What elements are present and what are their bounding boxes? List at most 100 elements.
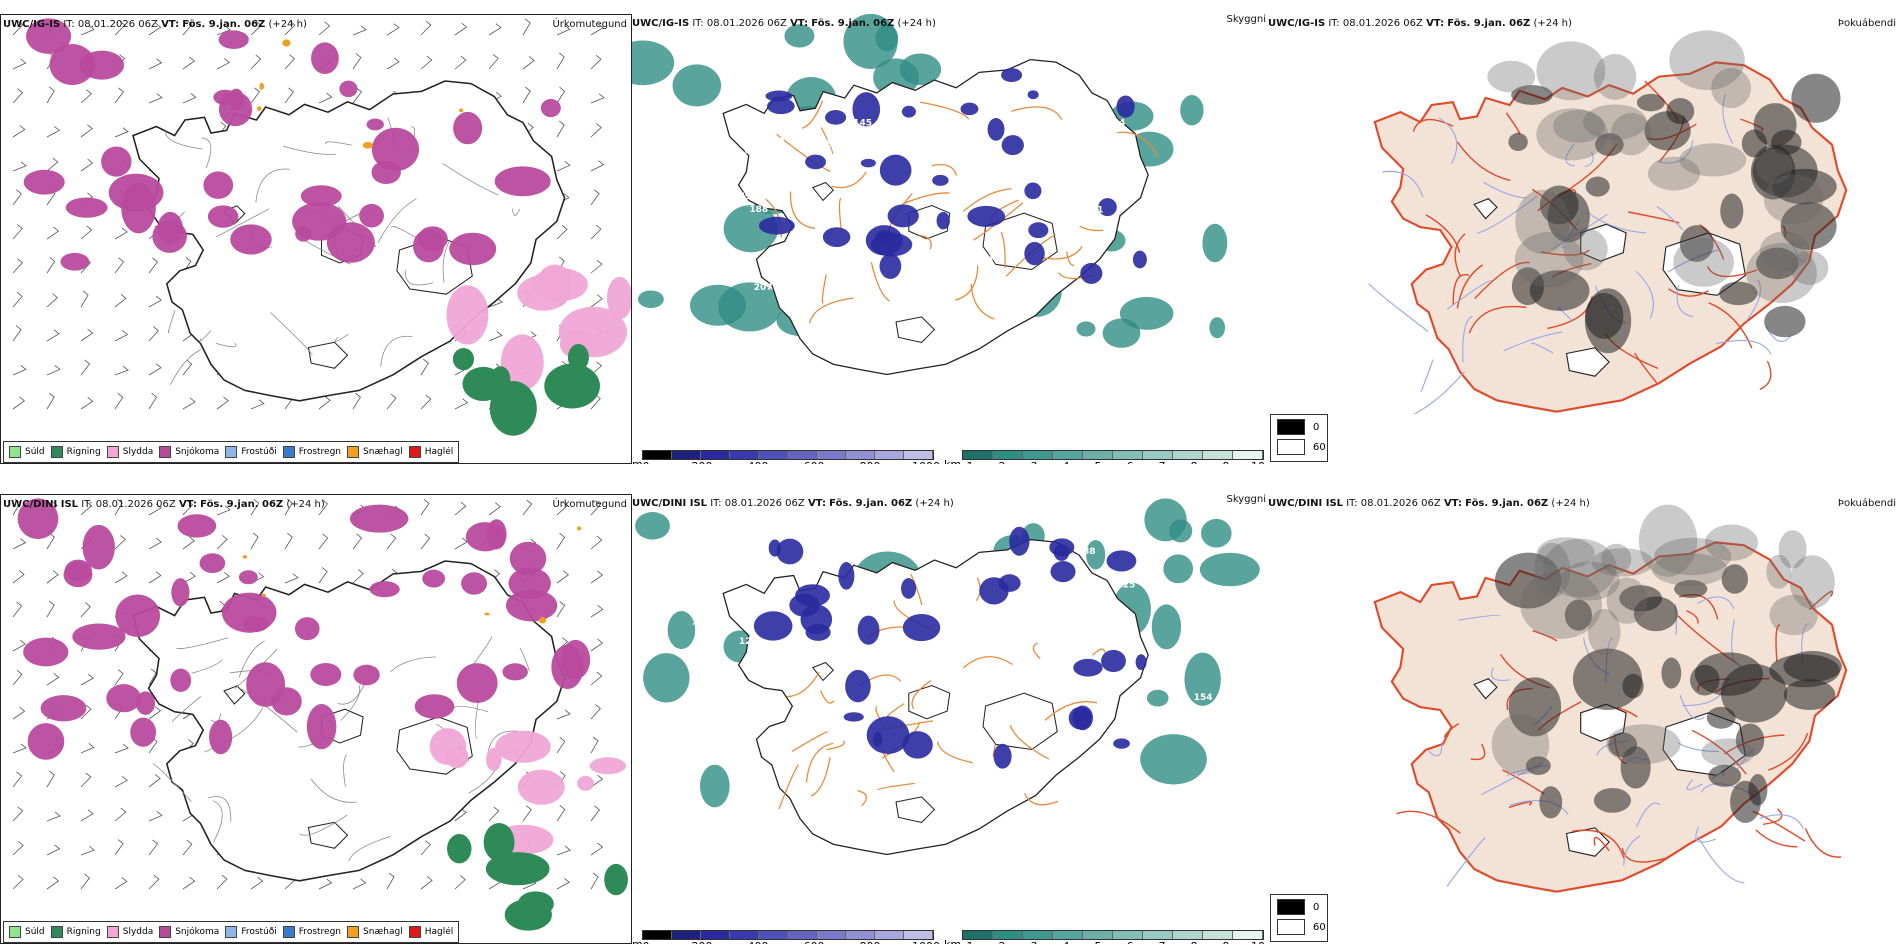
ceiling-tick: 1000: [912, 940, 940, 944]
road-line: [334, 333, 349, 342]
cloud-base-value: 154: [1194, 693, 1213, 703]
precip-map: [12, 18, 631, 436]
precip-cell: [495, 730, 551, 763]
precip-cell: [845, 669, 871, 703]
road-line: [1679, 694, 1705, 720]
wind-barb: [318, 533, 329, 550]
wind-barb: [590, 224, 602, 240]
wind-barb: [114, 393, 124, 410]
wind-barb: [318, 396, 331, 410]
precip-cell: [349, 504, 409, 533]
ceiling-tick: 200: [692, 460, 713, 464]
road-line: [199, 330, 212, 342]
precip-cell: [1491, 714, 1550, 775]
wind-barb: [182, 500, 194, 516]
road-line: [1024, 793, 1059, 806]
wind-barb: [46, 226, 60, 240]
precip-cell: [643, 653, 690, 703]
precip-cell: [577, 775, 594, 791]
glacier-outline: [1565, 347, 1610, 377]
road-line: [165, 131, 203, 150]
precip-cell: [1180, 95, 1204, 126]
wind-barb: [352, 878, 367, 890]
wind-barb: [590, 294, 603, 308]
road-line: [1452, 273, 1470, 305]
header-model: UWC/DINI ISL: [1268, 498, 1344, 509]
road-line: [1623, 835, 1641, 866]
cloud-map: 995 941 263 144 968 368 819 390 106 125 551 125 998 3…: [635, 498, 1260, 856]
cloud-base-value: 389: [981, 103, 1000, 113]
road-line: [348, 836, 391, 862]
wind-barb: [12, 570, 25, 584]
precip-cell: [311, 42, 339, 75]
precip-cell: [902, 731, 933, 759]
cloud-base-value: 263: [935, 764, 954, 774]
road-line: [910, 573, 923, 606]
road-line: [857, 789, 868, 807]
precip-cell: [1708, 764, 1742, 787]
precip-cell: [901, 578, 917, 599]
road-line: [152, 763, 192, 802]
precip-cell: [1132, 250, 1147, 269]
road-line: [1011, 106, 1063, 120]
header-vt-value: Fös. 9.jan. 06Z: [811, 18, 895, 29]
ceiling-tick: 800: [860, 940, 881, 944]
wind-barb: [12, 20, 24, 36]
road-line: [238, 640, 265, 678]
header-vt-label: VT:: [178, 499, 197, 510]
road-line: [1616, 706, 1638, 718]
fog-panel-title: Þokuábendi: [1837, 18, 1896, 29]
cloud-base-value: 318: [1103, 535, 1122, 545]
road-line: [1621, 847, 1666, 863]
visibility-tick: 6: [1127, 940, 1134, 944]
wind-barb: [488, 54, 499, 70]
wind-barb: [556, 120, 565, 138]
precip-cell: [1778, 530, 1807, 569]
wind-barb: [80, 704, 92, 720]
ceiling-tick: 400: [748, 460, 769, 464]
wind-barb: [148, 503, 162, 516]
precip-cell: [412, 229, 444, 263]
legend-label: Snjókoma: [175, 447, 220, 457]
wind-barb: [148, 811, 163, 822]
visibility-tick: 4: [1063, 940, 1070, 944]
fog-scale-swatch: [1277, 419, 1305, 435]
wind-barb: [216, 571, 230, 584]
legend-label: Slydda: [122, 447, 154, 457]
precip-cell: [1135, 654, 1147, 671]
road-line: [1502, 769, 1545, 795]
wind-barb: [12, 874, 24, 890]
wind-barb: [590, 23, 604, 36]
wind-barb: [556, 532, 566, 550]
wind-barb: [12, 806, 24, 822]
cloud-base-value: 941: [1149, 544, 1168, 554]
precip-cell: [261, 593, 266, 598]
wind-barb: [114, 293, 127, 308]
wind-barb: [12, 189, 22, 206]
legend-swatch: [159, 926, 172, 938]
legend-item: Snjókoma: [159, 446, 219, 458]
ceiling-tick: 400: [748, 940, 769, 944]
road-line: [1490, 667, 1511, 681]
road-line: [299, 814, 348, 836]
precip-cell: [1789, 555, 1835, 609]
visibility-tick: 1: [967, 940, 974, 944]
wind-barb: [284, 87, 294, 104]
fog-scale-swatch: [1277, 899, 1305, 915]
precip-cell: [23, 169, 65, 195]
precip-cell: [1151, 604, 1182, 650]
wind-barb: [386, 393, 397, 410]
fog-scale-label: 60: [1313, 921, 1326, 933]
precip-cell: [371, 127, 420, 172]
wind-barb: [250, 876, 264, 890]
cloud-base-value: 145: [853, 119, 872, 129]
precip-type-panel: UWC/DINI ISL IT: 08.01.2026 06Z VT: Fös.…: [0, 494, 632, 944]
road-line: [789, 191, 816, 229]
precip-cell: [505, 589, 558, 622]
precip-cell: [723, 205, 779, 253]
precip-cell: [1001, 68, 1023, 82]
road-line: [903, 192, 950, 205]
precip-cell: [1116, 95, 1135, 118]
precip-cell: [458, 108, 464, 113]
legend-swatch: [347, 446, 360, 458]
